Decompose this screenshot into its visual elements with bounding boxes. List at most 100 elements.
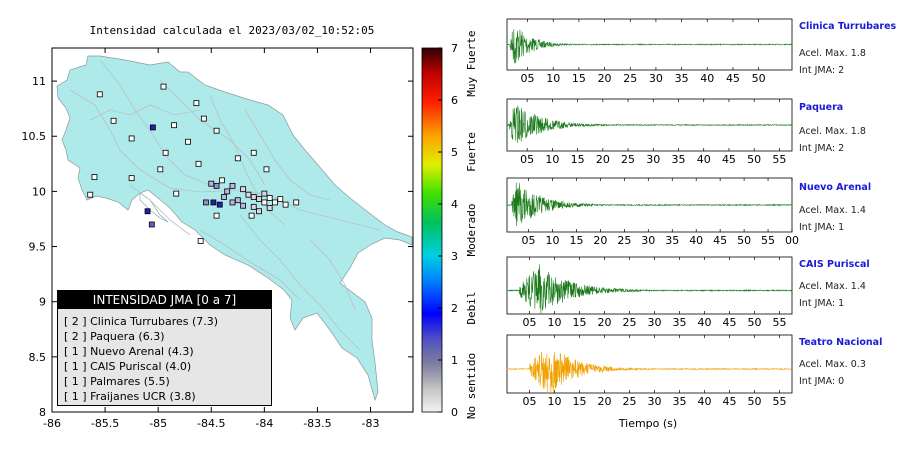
seismogram-tick-label: 40 xyxy=(698,316,712,329)
colorbar-tick-label: 0 xyxy=(451,406,458,419)
intensity-point xyxy=(277,196,284,203)
seismogram-tick-label: 50 xyxy=(748,316,762,329)
seismogram-tick-label: 40 xyxy=(700,72,714,85)
seismogram-tick-label: 15 xyxy=(573,395,587,408)
seismogram-tick-label: 20 xyxy=(596,153,610,166)
station-jma: Int JMA: 1 xyxy=(799,222,845,233)
station-accel: Acel. Max. 1.8 xyxy=(799,126,866,137)
intensity-point xyxy=(256,196,262,203)
x-tick-label: -84.5 xyxy=(197,417,225,430)
intensity-point xyxy=(213,182,220,189)
seismogram-tick-label: 50 xyxy=(748,395,762,408)
x-tick-label: -85 xyxy=(149,417,167,430)
seismogram-tick-label: 25 xyxy=(621,153,635,166)
seismogram-tick-label: 05 xyxy=(521,72,535,85)
colorbar-tick-label: 5 xyxy=(451,146,458,159)
seismogram-tick-label: 55 xyxy=(773,395,787,408)
legend-item: [ 2 ] Clinica Turrubares (7.3) xyxy=(64,315,219,328)
map-frame xyxy=(51,47,414,413)
colorbar-tick-label: 1 xyxy=(451,354,458,367)
intensity-point xyxy=(250,149,257,156)
intensity-point xyxy=(144,208,151,215)
intensity-point xyxy=(91,174,98,180)
seismogram-tick-label: 45 xyxy=(713,234,727,247)
seismogram-tick-label: 10 xyxy=(545,153,559,166)
intensity-points xyxy=(87,83,300,244)
seismogram-tick-label: 40 xyxy=(698,395,712,408)
intensity-point xyxy=(213,212,220,219)
colorbar-category-label: Debil xyxy=(465,291,478,324)
seismogram-tick-label: 55 xyxy=(761,234,775,247)
station-name: Nuevo Arenal xyxy=(799,182,872,193)
x-tick-label: -85.5 xyxy=(91,417,119,430)
seismogram-tick-label: 25 xyxy=(623,316,637,329)
station-name: Clinica Turrubares xyxy=(799,21,897,32)
intensity-point xyxy=(128,175,135,182)
intensity-point xyxy=(171,122,178,129)
intensity-point xyxy=(229,182,236,189)
x-tick-label: -83.5 xyxy=(303,417,331,430)
map-axis-ticks: -86 -85.5 -85 -84.5 -84 -83.5 -83 8 8.5 9 9.5 10 10.… xyxy=(22,48,413,430)
intensity-point xyxy=(162,149,169,156)
intensity-point xyxy=(87,191,94,198)
intensity-point xyxy=(263,166,270,173)
seismogram-panel: 05 10 15 20 25 30 35 40 45 50 xyxy=(506,18,793,85)
seismogram-tick-label: 05 xyxy=(523,395,537,408)
seismogram-tick-label: 45 xyxy=(722,153,736,166)
intensity-point xyxy=(213,127,220,134)
intensity-point xyxy=(266,205,273,211)
legend-item: [ 1 ] Fraijanes UCR (3.8) xyxy=(64,390,196,403)
intensity-point xyxy=(272,199,278,206)
seismogram-tick-label: 10 xyxy=(548,395,562,408)
seismogram-tick-label: 45 xyxy=(723,316,737,329)
colorbar-tick-label: 2 xyxy=(451,302,458,315)
colorbar-category-label: Fuerte xyxy=(465,132,478,172)
station-accel: Acel. Max. 1.8 xyxy=(799,48,866,59)
seismogram-tick-label: 10 xyxy=(546,72,560,85)
road-network xyxy=(69,59,381,351)
intensity-point xyxy=(197,238,204,244)
intensity-point xyxy=(266,195,273,201)
colorbar-tick-label: 7 xyxy=(451,42,458,55)
colorbar-category-label: No sentido xyxy=(465,353,478,419)
intensity-point xyxy=(248,212,255,219)
seismogram-tick-label: 15 xyxy=(572,72,586,85)
y-tick-label: 10.5 xyxy=(22,130,47,143)
y-tick-label: 9.5 xyxy=(29,241,47,254)
intensity-point xyxy=(282,201,289,208)
seismogram-tick-label: 15 xyxy=(571,153,585,166)
seismogram-tick-label: 35 xyxy=(673,316,687,329)
intensity-point xyxy=(195,160,202,167)
station-accel: Acel. Max. 1.4 xyxy=(799,281,866,292)
station-name: Paquera xyxy=(799,102,844,113)
intensity-point xyxy=(157,166,164,173)
intensity-point xyxy=(229,199,236,206)
legend-item: [ 2 ] Paquera (6.3) xyxy=(64,330,165,343)
seismogram-tick-label: 05 xyxy=(520,153,534,166)
seismogram-tick-label: 20 xyxy=(593,234,607,247)
intensity-point xyxy=(173,190,180,197)
seismogram-trace xyxy=(506,105,793,143)
seismogram-tick-label: 20 xyxy=(598,316,612,329)
intensity-point xyxy=(234,197,241,204)
legend-list: [ 2 ] Clinica Turrubares (7.3) [ 2 ] Paq… xyxy=(58,314,271,404)
seismogram-trace xyxy=(506,264,792,314)
seismogram-tick-label: 10 xyxy=(546,234,560,247)
intensity-point xyxy=(245,191,252,198)
intensity-point xyxy=(250,203,257,210)
station-jma: Int JMA: 0 xyxy=(799,376,845,387)
intensity-point xyxy=(224,188,231,195)
seismogram-tick-label: 25 xyxy=(623,72,637,85)
seismogram-tick-label: 50 xyxy=(747,153,761,166)
station-jma: Int JMA: 1 xyxy=(799,298,845,309)
x-tick-label: -83 xyxy=(362,417,380,430)
seismogram-tick-label: 30 xyxy=(648,316,662,329)
seismogram-tick-label: 45 xyxy=(726,72,740,85)
seismogram-tick-label: 55 xyxy=(773,316,787,329)
costa-rica-land xyxy=(56,55,413,402)
station-jma: Int JMA: 2 xyxy=(799,65,845,76)
intensity-point xyxy=(128,135,135,142)
colorbar-tick-label: 4 xyxy=(451,198,458,211)
intensity-point xyxy=(185,138,191,145)
